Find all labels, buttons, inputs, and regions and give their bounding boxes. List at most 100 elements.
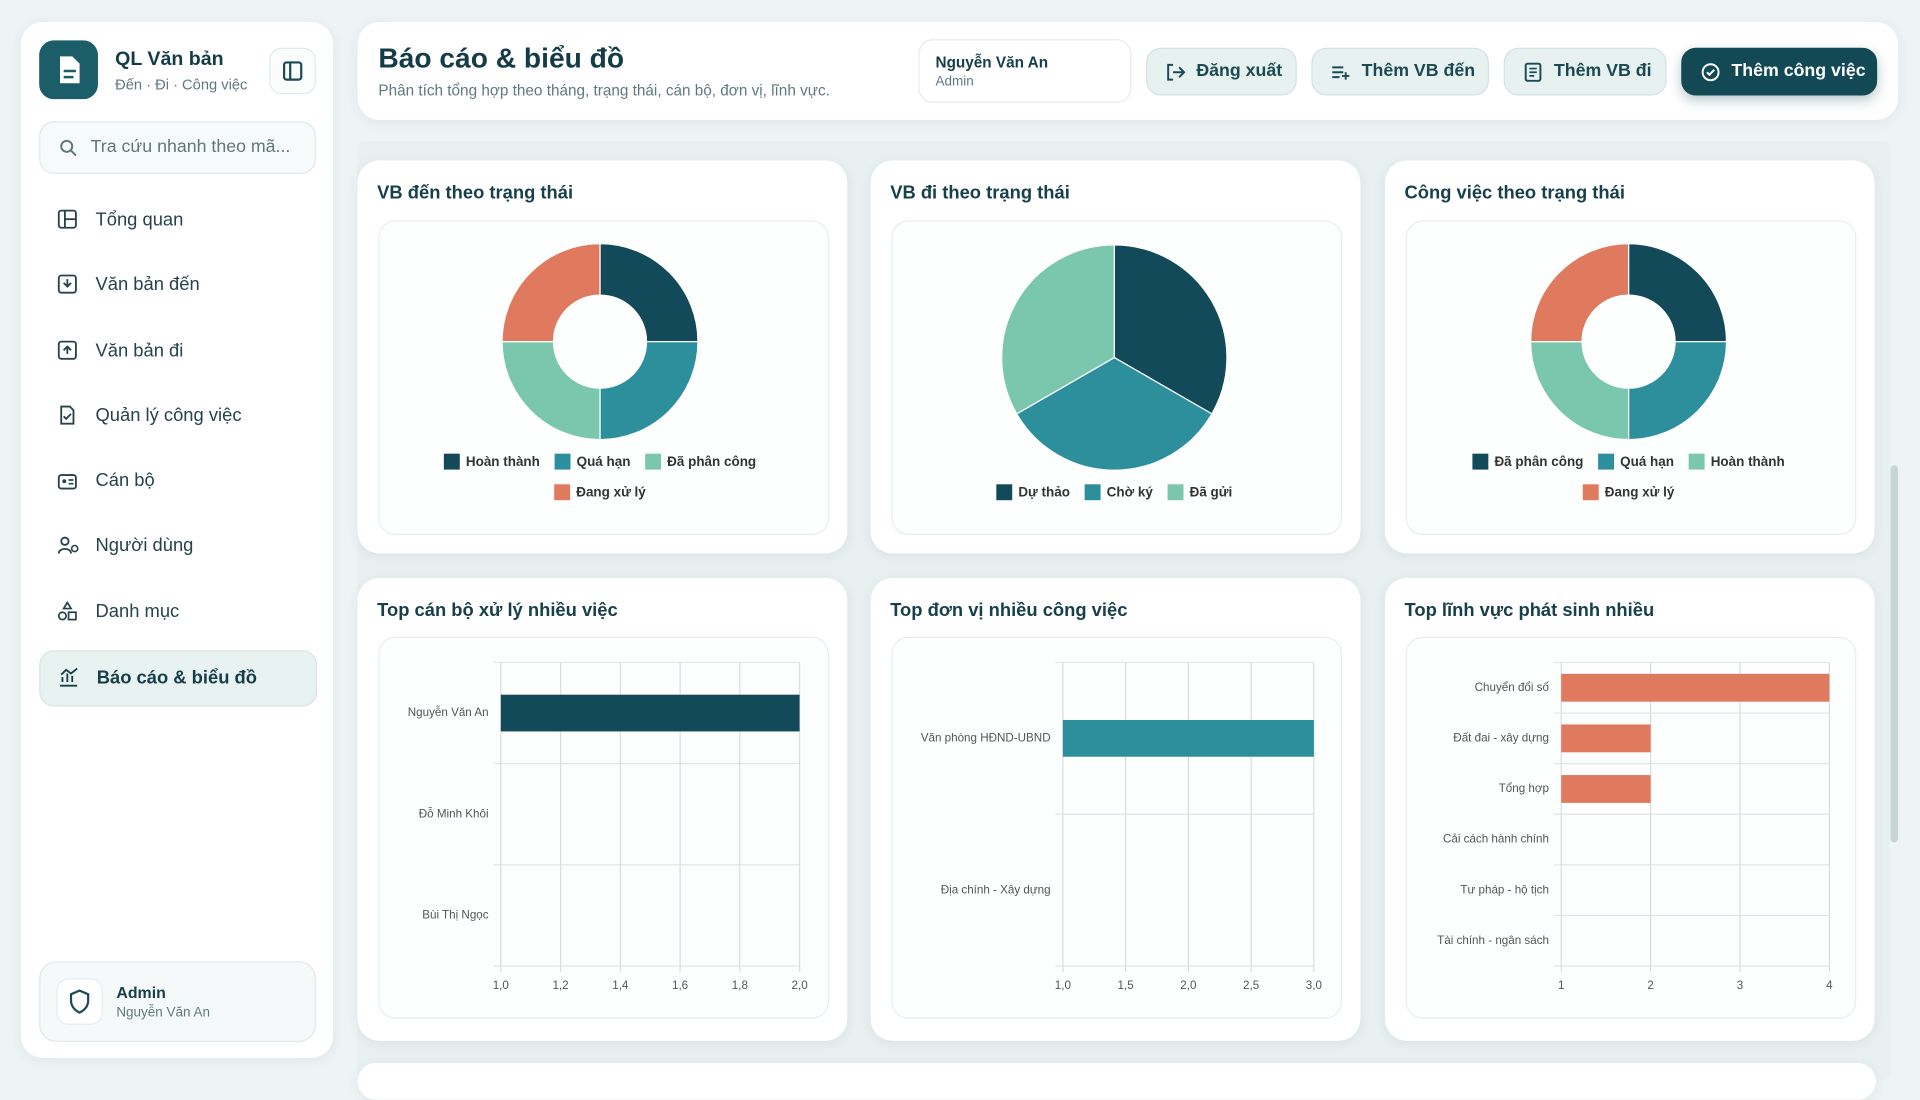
button-label: Thêm công việc bbox=[1731, 61, 1866, 81]
pie-slice bbox=[1015, 356, 1213, 471]
logout-button[interactable]: Đăng xuất bbox=[1146, 47, 1297, 96]
chart-title: VB đến theo trạng thái bbox=[377, 182, 574, 204]
add-incoming-button[interactable]: Thêm VB đến bbox=[1311, 47, 1489, 96]
legend-swatch bbox=[1688, 453, 1705, 470]
nav-item[interactable]: Tổng quan bbox=[39, 193, 315, 247]
legend-item: Hoàn thành bbox=[1688, 453, 1785, 470]
chart-title: Top lĩnh vực phát sinh nhiều bbox=[1404, 600, 1655, 621]
legend-label: Đã gửi bbox=[1190, 484, 1233, 499]
scrollbar[interactable] bbox=[1890, 465, 1898, 843]
nav-item[interactable]: Cán bộ bbox=[39, 454, 315, 508]
button-icon bbox=[1701, 63, 1720, 82]
legend-item: Hoàn thành bbox=[443, 453, 540, 470]
legend-item: Đang xử lý bbox=[1582, 484, 1675, 501]
nav-item[interactable]: Văn bản đến bbox=[39, 258, 315, 312]
nav-label: Cán bộ bbox=[95, 470, 155, 492]
pie-slice bbox=[1113, 244, 1228, 415]
nav-item-active[interactable]: Báo cáo & biểu đồ bbox=[39, 650, 318, 707]
nav-item[interactable]: Văn bản đi bbox=[39, 324, 315, 378]
button-icon bbox=[1167, 63, 1186, 81]
shield-icon bbox=[69, 989, 90, 1014]
legend-swatch bbox=[1084, 484, 1101, 501]
legend-item: Đã phân công bbox=[645, 453, 756, 470]
search-icon bbox=[60, 139, 77, 157]
pie-slice bbox=[1627, 243, 1728, 343]
legend-label: Đã phân công bbox=[667, 454, 756, 469]
legend-swatch bbox=[1472, 453, 1489, 470]
x-tick-label: 1,8 bbox=[732, 979, 748, 992]
pie-slice bbox=[1529, 243, 1630, 343]
legend-swatch bbox=[1167, 484, 1184, 501]
chart-frame bbox=[891, 636, 1343, 1019]
nav-item[interactable]: Danh mục bbox=[39, 585, 315, 639]
sidebar: QL Văn bản Đến · Đi · Công việc Tra cứu … bbox=[20, 22, 334, 1058]
x-tick-label: 2,0 bbox=[792, 979, 809, 992]
nav-label: Danh mục bbox=[95, 601, 180, 623]
brand-title: QL Văn bản bbox=[115, 48, 224, 70]
x-tick-label: 2,0 bbox=[1180, 979, 1197, 992]
button-label: Thêm VB đến bbox=[1361, 61, 1476, 81]
pie-slice bbox=[1627, 341, 1728, 441]
search-placeholder: Tra cứu nhanh theo mã... bbox=[90, 137, 291, 157]
y-tick-label: Tổng hợp bbox=[1499, 782, 1549, 795]
button-icon bbox=[1524, 62, 1542, 82]
legend-label: Hoàn thành bbox=[1711, 454, 1785, 469]
legend-item: Quá hạn bbox=[1598, 453, 1674, 470]
collapse-icon bbox=[282, 61, 303, 81]
y-tick-label: Tài chính - ngân sách bbox=[1437, 934, 1549, 947]
pie-slice bbox=[1529, 341, 1630, 441]
legend-swatch bbox=[645, 453, 662, 470]
x-tick-label: 1,6 bbox=[672, 979, 688, 992]
chart-card: Công việc theo trạng thái bbox=[1384, 160, 1875, 554]
header-user-name: Nguyễn Văn An bbox=[935, 53, 1049, 72]
legend-label: Chờ ký bbox=[1107, 484, 1154, 499]
nav-icon bbox=[60, 667, 78, 687]
legend-item: Đang xử lý bbox=[554, 484, 646, 501]
x-tick-label: 4 bbox=[1826, 979, 1833, 992]
x-tick-label: 1,4 bbox=[612, 979, 629, 992]
user-name: Nguyễn Văn An bbox=[116, 1005, 210, 1021]
y-tick-label: Đất đai - xây dựng bbox=[1453, 731, 1549, 744]
legend-label: Hoàn thành bbox=[466, 454, 540, 469]
pie-slice bbox=[599, 243, 699, 343]
legend-item: Đã gửi bbox=[1167, 484, 1233, 501]
collapse-button[interactable] bbox=[269, 47, 316, 95]
nav-label: Người dùng bbox=[95, 535, 194, 556]
nav-label: Văn bản đến bbox=[95, 274, 200, 296]
bar bbox=[1561, 724, 1651, 753]
chart-title: Top cán bộ xử lý nhiều việc bbox=[377, 600, 618, 621]
legend-swatch bbox=[1582, 484, 1599, 501]
bar bbox=[1561, 673, 1830, 702]
legend-label: Đã phân công bbox=[1494, 454, 1583, 469]
legend-label: Dự thảo bbox=[1018, 484, 1070, 499]
nav-icon bbox=[57, 536, 79, 554]
user-card[interactable]: Admin Nguyễn Văn An bbox=[39, 961, 316, 1043]
y-tick-label: Chuyển đổi số bbox=[1475, 681, 1550, 694]
add-task-button[interactable]: Thêm công việc bbox=[1681, 47, 1878, 96]
page-title: Báo cáo & biểu đồ bbox=[378, 41, 625, 74]
user-badge bbox=[56, 978, 103, 1025]
y-tick-label: Bùi Thị Ngọc bbox=[422, 909, 489, 922]
x-tick-label: 1,5 bbox=[1118, 979, 1134, 992]
bar bbox=[500, 694, 800, 732]
add-outgoing-button[interactable]: Thêm VB đi bbox=[1503, 47, 1667, 96]
nav-item[interactable]: Người dùng bbox=[39, 519, 315, 573]
search-box[interactable]: Tra cứu nhanh theo mã... bbox=[39, 121, 316, 174]
chart-title: Top đơn vị nhiều công việc bbox=[890, 600, 1128, 621]
bar bbox=[1062, 720, 1314, 757]
pie-slice bbox=[501, 341, 601, 441]
legend-swatch bbox=[554, 453, 571, 470]
legend-item: Đã phân công bbox=[1472, 453, 1583, 470]
nav-item[interactable]: Quản lý công việc bbox=[39, 389, 315, 443]
legend-label: Đang xử lý bbox=[1605, 484, 1675, 499]
header-user[interactable]: Nguyễn Văn An Admin bbox=[918, 39, 1132, 103]
pie-slice bbox=[599, 341, 699, 441]
y-tick-label: Tư pháp - hộ tịch bbox=[1460, 883, 1549, 896]
nav-label: Báo cáo & biểu đồ bbox=[96, 667, 257, 689]
nav-label: Tổng quan bbox=[95, 209, 184, 231]
y-tick-label: Cải cách hành chính bbox=[1443, 833, 1549, 846]
x-tick-label: 1,2 bbox=[552, 979, 568, 992]
